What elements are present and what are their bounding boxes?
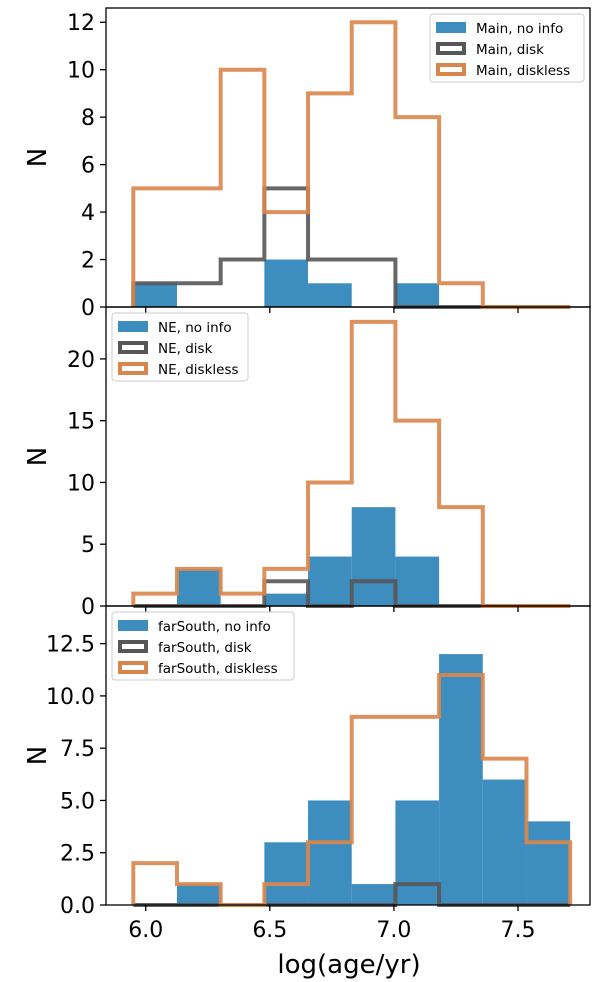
bar (351, 507, 396, 606)
bar (176, 884, 221, 905)
panel-2: 0 5 10 15 20 N NE, no info NE, disk NE, diskless (23, 306, 591, 620)
diskless-step-line (131, 673, 573, 907)
legend-swatch-no-info (436, 22, 466, 33)
y-tick-label: 0 (81, 595, 95, 620)
no-info-bars (176, 507, 440, 606)
x-axis-title: log(age/yr) (277, 950, 420, 980)
legend-swatch-diskless (118, 661, 148, 674)
bar (526, 821, 571, 905)
legend-label: farSouth, disk (158, 640, 252, 656)
legend-swatch-no-info (118, 321, 148, 332)
x-tick-label: 7.5 (501, 918, 536, 943)
y-tick-label: 12.5 (46, 633, 95, 658)
no-info-bars (176, 654, 571, 905)
legend: farSouth, no info farSouth, disk farSouth,… (111, 611, 295, 681)
legend-label: Main, disk (476, 42, 544, 58)
legend: NE, no info NE, disk NE, diskless (111, 312, 249, 382)
bar (482, 779, 527, 905)
legend-swatch-disk (436, 42, 466, 55)
y-tick-label: 0 (81, 296, 95, 321)
bar (308, 800, 352, 905)
bar (264, 842, 309, 905)
bar (264, 259, 309, 307)
x-tick-label: 6.5 (252, 918, 287, 943)
diskless-step-line (131, 20, 571, 309)
bar (351, 884, 396, 905)
bar (308, 283, 352, 307)
legend-label: Main, no info (476, 21, 563, 37)
legend-label: farSouth, no info (158, 619, 271, 635)
legend-label: NE, disk (158, 341, 213, 357)
legend-label: Main, diskless (476, 63, 570, 79)
diskless-step-line (131, 319, 571, 608)
y-tick-label: 5.0 (60, 789, 95, 814)
legend-swatch-diskless (436, 63, 466, 76)
y-tick-label: 0.0 (60, 894, 95, 919)
bar (439, 654, 483, 905)
y-tick-label: 8 (81, 106, 95, 131)
bar (264, 593, 309, 606)
y-axis-title: N (23, 746, 53, 765)
legend-label: NE, diskless (158, 362, 239, 378)
bar (176, 568, 221, 606)
legend-label: farSouth, diskless (158, 661, 278, 677)
no-info-bars (133, 259, 440, 307)
axes-frame (105, 605, 591, 906)
legend-box (429, 13, 585, 83)
y-tick-label: 10.0 (46, 685, 95, 710)
y-tick-label: 6 (81, 154, 95, 179)
legend-swatch-no-info (118, 620, 148, 631)
y-tick-label: 12 (67, 11, 95, 36)
y-tick-label: 15 (67, 410, 95, 435)
legend-label: NE, no info (158, 320, 232, 336)
y-tick-label: 5 (81, 533, 95, 558)
panel-3: 0.0 2.5 5.0 7.5 10.0 12.5 N 6.0 6.5 7.0 7.5 farSout… (23, 605, 591, 943)
y-axis-title: N (23, 447, 53, 466)
y-tick-label: 20 (67, 348, 95, 373)
x-tick-label: 6.0 (128, 918, 163, 943)
legend-swatch-diskless (118, 362, 148, 375)
y-tick-label: 4 (81, 201, 95, 226)
bar (395, 800, 440, 905)
y-tick-label: 10 (67, 471, 95, 496)
bar (395, 556, 440, 606)
x-tick-label: 7.0 (376, 918, 411, 943)
bar (395, 283, 440, 307)
bar (308, 556, 352, 606)
legend-swatch-disk (118, 341, 148, 354)
y-axis-title: N (23, 148, 53, 167)
y-tick-label: 2.5 (60, 842, 95, 867)
bar (133, 283, 177, 307)
legend-box (111, 611, 295, 681)
legend-swatch-disk (118, 640, 148, 653)
y-tick-label: 7.5 (60, 737, 95, 762)
legend: Main, no info Main, disk Main, diskless (429, 13, 585, 83)
y-tick-label: 2 (81, 249, 95, 274)
panel-1: 0 2 4 6 8 10 12 N Main, no info Main, disk Main, d… (23, 7, 591, 321)
y-tick-label: 10 (67, 59, 95, 84)
